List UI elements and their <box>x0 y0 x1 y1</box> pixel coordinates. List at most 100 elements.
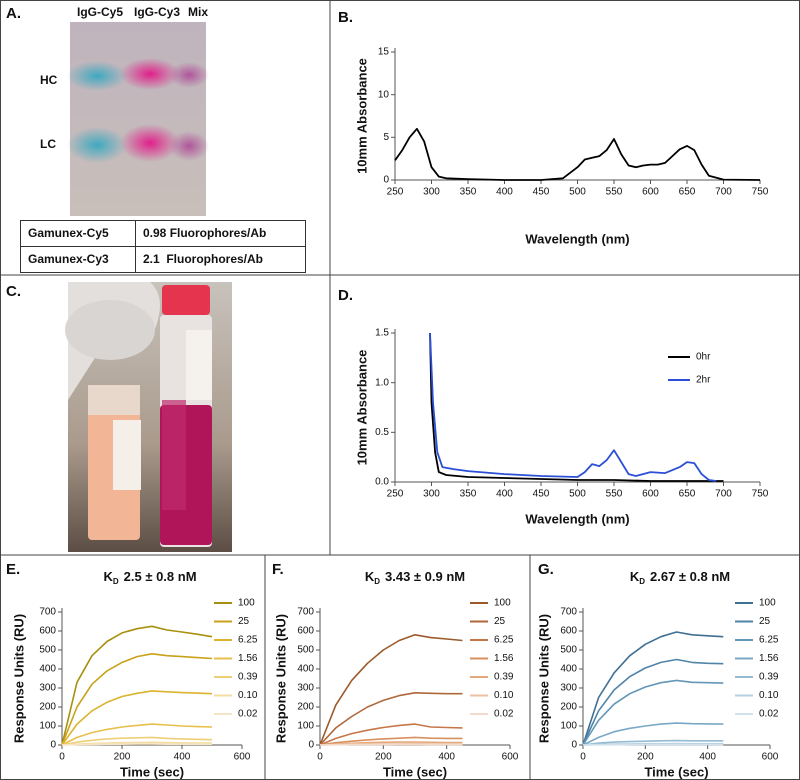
title-symbol: K <box>103 569 113 584</box>
data-line <box>319 723 463 746</box>
legend-label: 1.56 <box>759 653 779 664</box>
legend-label: 100 <box>238 598 255 609</box>
y-tick-label: 1.5 <box>375 328 389 339</box>
y-tick-label: 10 <box>378 89 390 100</box>
y-tick-label: 200 <box>297 702 314 713</box>
chart-title: KD 3.43 ± 0.9 nM <box>365 569 465 586</box>
legend-label: 25 <box>238 616 250 627</box>
table-cell: 0.98 Fluorophores/Ab <box>143 226 266 240</box>
x-tick-label: 450 <box>533 489 550 500</box>
x-tick-label: 250 <box>387 489 404 500</box>
x-tick-label: 200 <box>114 752 131 763</box>
chart-title: KD 2.5 ± 0.8 nM <box>103 569 196 586</box>
x-tick-label: 200 <box>637 752 654 763</box>
data-line <box>61 723 213 746</box>
x-tick-label: 600 <box>642 187 659 198</box>
legend-label: 1.56 <box>238 653 258 664</box>
legend-label: 0.02 <box>238 709 258 720</box>
data-line <box>61 690 213 746</box>
x-tick-label: 600 <box>642 489 659 500</box>
data-line <box>319 692 463 746</box>
x-axis-label: Time (sec) <box>383 764 447 779</box>
legend-label: 25 <box>759 616 771 627</box>
legend-label: 0.39 <box>494 672 514 683</box>
legend-label: 0.10 <box>759 690 779 701</box>
legend-label: 100 <box>494 598 511 609</box>
x-tick-label: 700 <box>715 187 732 198</box>
legend-label: 0.39 <box>238 672 258 683</box>
y-tick-label: 400 <box>297 664 314 675</box>
x-tick-label: 650 <box>679 489 696 500</box>
x-tick-label: 350 <box>460 489 477 500</box>
y-tick-label: 5 <box>383 132 389 143</box>
y-tick-label: 0 <box>308 740 314 751</box>
legend-label: 0.02 <box>494 709 514 720</box>
y-tick-label: 0 <box>571 740 577 751</box>
data-line <box>319 736 463 746</box>
y-tick-label: 200 <box>39 702 56 713</box>
y-tick-label: 600 <box>560 626 577 637</box>
x-tick-label: 300 <box>423 187 440 198</box>
lane-label: IgG-Cy5 <box>77 5 123 19</box>
y-tick-label: 100 <box>297 721 314 732</box>
data-line <box>582 722 724 746</box>
panel-label: B. <box>338 9 353 26</box>
x-tick-label: 500 <box>569 489 586 500</box>
x-tick-label: 300 <box>423 489 440 500</box>
y-tick-label: 400 <box>560 664 577 675</box>
data-line <box>394 127 761 181</box>
legend-label: 6.25 <box>759 635 779 646</box>
legend-label: 6.25 <box>238 635 258 646</box>
panel-label: F. <box>272 561 284 578</box>
x-tick-label: 650 <box>679 187 696 198</box>
legend-label: 25 <box>494 616 506 627</box>
panel-label: D. <box>338 287 353 304</box>
x-axis-label: Time (sec) <box>644 764 708 779</box>
y-tick-label: 300 <box>560 683 577 694</box>
y-tick-label: 100 <box>39 721 56 732</box>
x-axis-label: Wavelength (nm) <box>525 231 629 246</box>
title-text: 2.67 ± 0.8 nM <box>650 569 730 584</box>
x-tick-label: 550 <box>606 187 623 198</box>
data-line <box>61 736 213 746</box>
title-text: 3.43 ± 0.9 nM <box>385 569 465 584</box>
x-tick-label: 0 <box>317 752 323 763</box>
data-line <box>582 739 724 746</box>
data-line <box>61 625 213 746</box>
title-subscript: D <box>639 577 645 586</box>
title-symbol: K <box>630 569 640 584</box>
y-tick-label: 200 <box>560 702 577 713</box>
x-tick-label: 750 <box>752 187 769 198</box>
y-tick-label: 0.5 <box>375 427 389 438</box>
y-tick-label: 500 <box>560 645 577 656</box>
y-tick-label: 500 <box>297 645 314 656</box>
x-tick-label: 450 <box>533 187 550 198</box>
y-tick-label: 500 <box>39 645 56 656</box>
data-line <box>61 653 213 746</box>
y-tick-label: 300 <box>297 683 314 694</box>
x-axis-label: Time (sec) <box>120 764 184 779</box>
gel-image <box>67 22 209 216</box>
title-text: 2.5 ± 0.8 nM <box>124 569 197 584</box>
y-axis-label: 10mm Absorbance <box>354 58 369 174</box>
data-line <box>61 743 212 746</box>
x-tick-label: 400 <box>438 752 455 763</box>
legend-label: 1.56 <box>494 653 514 664</box>
panel-label: E. <box>6 561 20 578</box>
data-line <box>319 634 463 746</box>
y-tick-label: 0 <box>50 740 56 751</box>
y-axis-label: Response Units (RU) <box>11 614 26 743</box>
y-tick-label: 0.0 <box>375 477 389 488</box>
x-tick-label: 600 <box>762 752 779 763</box>
x-tick-label: 200 <box>375 752 392 763</box>
lane-label: IgG-Cy3 <box>134 5 180 19</box>
y-tick-label: 700 <box>560 607 577 618</box>
data-line <box>582 658 724 746</box>
legend-label: 0hr <box>696 352 711 363</box>
lane-label: Mix <box>188 5 208 19</box>
title-subscript: D <box>113 577 119 586</box>
y-tick-label: 15 <box>378 47 390 58</box>
y-tick-label: 1.0 <box>375 377 389 388</box>
table-cell: 2.1 Fluorophores/Ab <box>143 252 263 266</box>
y-tick-label: 400 <box>39 664 56 675</box>
